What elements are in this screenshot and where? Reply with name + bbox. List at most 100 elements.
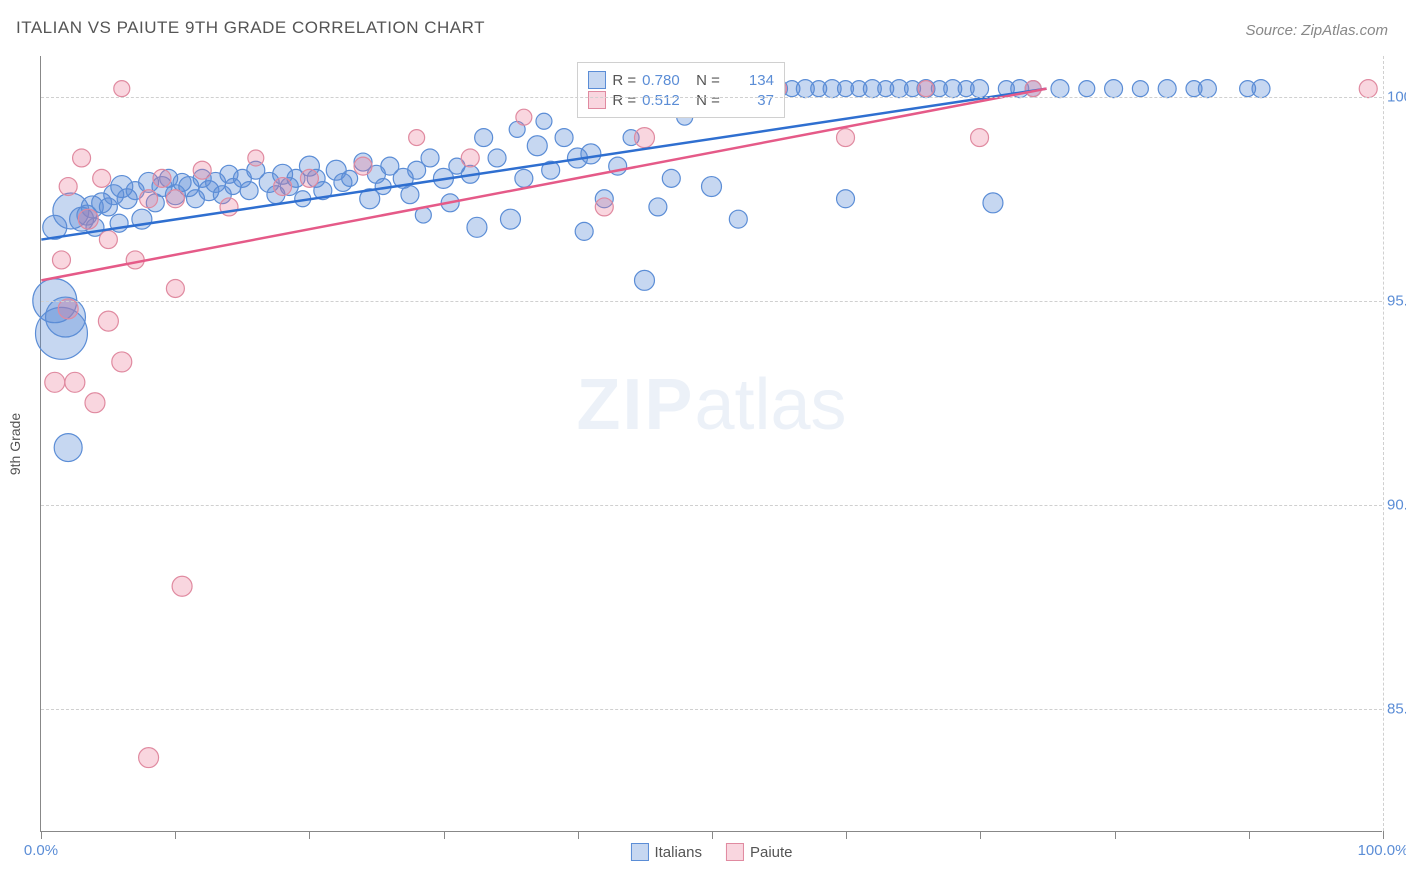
stat-r-value: 0.512 [642, 92, 690, 109]
data-point-paiute [45, 372, 65, 392]
x-tick-label: 0.0% [24, 842, 58, 859]
data-point-paiute [166, 280, 184, 298]
data-point-paiute [98, 311, 118, 331]
data-point-paiute [354, 157, 372, 175]
stats-legend-box: R = 0.780 N = 134 R = 0.512 N = 37 [577, 62, 785, 118]
data-point-paiute [248, 150, 264, 166]
gridline-h [41, 709, 1382, 710]
data-point-italians [555, 129, 573, 147]
data-point-paiute [461, 149, 479, 167]
x-tick [309, 831, 310, 839]
data-point-paiute [634, 128, 654, 148]
y-tick-label: 95.0% [1387, 293, 1406, 310]
data-point-italians [634, 270, 654, 290]
x-tick [980, 831, 981, 839]
x-tick [846, 831, 847, 839]
plot-svg [41, 56, 1382, 831]
chart-container: ITALIAN VS PAIUTE 9TH GRADE CORRELATION … [0, 0, 1406, 892]
legend-label: Paiute [750, 844, 793, 861]
data-point-paiute [300, 169, 318, 187]
data-point-italians [1252, 80, 1270, 98]
data-point-italians [1105, 80, 1123, 98]
stats-row-italians: R =0.780N =134 [588, 71, 774, 89]
data-point-paiute [112, 352, 132, 372]
data-point-paiute [918, 81, 934, 97]
data-point-italians [1132, 81, 1148, 97]
data-point-paiute [166, 190, 184, 208]
gridline-h [41, 97, 1382, 98]
data-point-paiute [114, 81, 130, 97]
data-point-italians [662, 169, 680, 187]
data-point-italians [54, 434, 82, 462]
plot-area: 9th Grade ZIPatlas R =0.780N =134R =0.51… [40, 56, 1382, 832]
x-tick [175, 831, 176, 839]
data-point-paiute [78, 209, 98, 229]
trend-line-italians [41, 89, 1046, 240]
data-point-italians [475, 129, 493, 147]
stat-n-label: N = [696, 92, 720, 109]
data-point-italians [1051, 80, 1069, 98]
x-tick [1383, 831, 1384, 839]
stat-r-value: 0.780 [642, 72, 690, 89]
x-tick [1115, 831, 1116, 839]
data-point-italians [401, 186, 419, 204]
data-point-paiute [971, 129, 989, 147]
data-point-italians [488, 149, 506, 167]
data-point-italians [1158, 80, 1176, 98]
data-point-italians [729, 210, 747, 228]
data-point-italians [500, 209, 520, 229]
stat-n-value: 134 [726, 72, 774, 89]
stats-row-paiute: R = 0.512 N = 37 [588, 91, 774, 109]
data-point-italians [971, 80, 989, 98]
data-point-paiute [140, 190, 158, 208]
data-point-paiute [516, 109, 532, 125]
data-point-italians [575, 222, 593, 240]
data-point-italians [1079, 81, 1095, 97]
data-point-italians [702, 177, 722, 197]
y-tick-label: 90.0% [1387, 497, 1406, 514]
data-point-italians [342, 170, 358, 186]
data-point-italians [467, 217, 487, 237]
legend-swatch-italians [630, 843, 648, 861]
legend-item-paiute: Paiute [726, 843, 793, 861]
data-point-paiute [85, 393, 105, 413]
data-point-italians [1198, 80, 1216, 98]
y-tick-label: 85.0% [1387, 701, 1406, 718]
data-point-italians [515, 169, 533, 187]
source-label: Source: ZipAtlas.com [1245, 22, 1388, 39]
data-point-italians [536, 113, 552, 129]
stat-n-value: 37 [726, 92, 774, 109]
data-point-paiute [93, 169, 111, 187]
data-point-paiute [99, 231, 117, 249]
data-point-italians [240, 182, 258, 200]
gridline-v [1383, 56, 1384, 831]
data-point-paiute [1359, 80, 1377, 98]
x-tick-label: 100.0% [1358, 842, 1406, 859]
data-point-italians [649, 198, 667, 216]
x-tick [578, 831, 579, 839]
gridline-h [41, 301, 1382, 302]
data-point-italians [837, 190, 855, 208]
data-point-paiute [172, 576, 192, 596]
stat-r-label: R = [612, 92, 636, 109]
legend-label: Italians [654, 844, 702, 861]
data-point-italians [421, 149, 439, 167]
data-point-paiute [409, 130, 425, 146]
y-tick-label: 100.0% [1387, 88, 1406, 105]
data-point-italians [527, 136, 547, 156]
data-point-italians [983, 193, 1003, 213]
data-point-paiute [153, 169, 171, 187]
y-axis-label: 9th Grade [7, 412, 23, 474]
gridline-h [41, 505, 1382, 506]
stat-r-label: R = [612, 72, 636, 89]
data-point-paiute [274, 178, 292, 196]
data-point-paiute [73, 149, 91, 167]
data-point-paiute [139, 748, 159, 768]
legend-item-italians: Italians [630, 843, 702, 861]
legend-swatch-italians [588, 71, 606, 89]
data-point-italians [581, 144, 601, 164]
data-point-paiute [52, 251, 70, 269]
x-tick [712, 831, 713, 839]
data-point-paiute [59, 178, 77, 196]
x-tick [1249, 831, 1250, 839]
